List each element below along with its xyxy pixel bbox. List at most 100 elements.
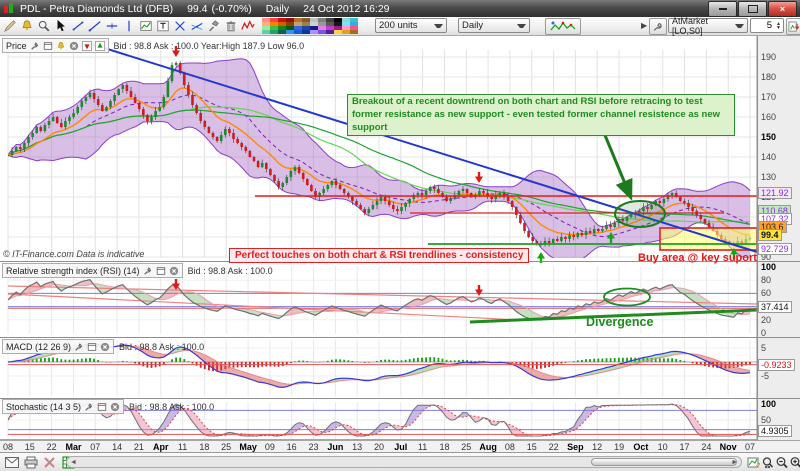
palette-color-swatch[interactable] [310,26,318,30]
horizontal-line-tool-icon[interactable] [104,18,120,34]
order-type-select[interactable]: AtMarket [LO,S0] [668,16,748,36]
palette-color-swatch[interactable] [270,26,278,30]
close-button[interactable]: × [768,1,797,17]
palette-color-swatch[interactable] [318,26,326,30]
spin-up-icon[interactable]: ▲ [776,20,781,27]
palette-color-swatch[interactable] [350,18,358,22]
minimize-button[interactable] [708,1,737,17]
wrench-icon[interactable] [84,402,94,412]
place-order-button[interactable] [786,18,800,35]
close-panel-icon[interactable] [110,402,120,412]
palette-color-swatch[interactable] [326,22,334,26]
palette-color-swatch[interactable] [294,18,302,22]
maximize-button[interactable] [738,1,767,17]
palette-color-swatch[interactable] [286,22,294,26]
palette-color-swatch[interactable] [342,26,350,30]
palette-color-swatch[interactable] [318,30,326,34]
palette-color-swatch[interactable] [278,30,286,34]
close-panel-icon[interactable] [69,41,79,51]
palette-color-swatch[interactable] [350,22,358,26]
palette-color-swatch[interactable] [334,22,342,26]
zoom-out-icon[interactable] [774,455,789,470]
email-icon[interactable] [4,455,19,470]
palette-color-swatch[interactable] [262,18,270,22]
pattern-detector-button[interactable] [545,18,581,35]
window-icon[interactable] [43,41,53,51]
palette-color-swatch[interactable] [326,18,334,22]
palette-color-swatch[interactable] [302,30,310,34]
palette-color-swatch[interactable] [342,30,350,34]
trash-icon[interactable] [223,18,239,34]
ray-tool-icon[interactable] [87,18,103,34]
palette-color-swatch[interactable] [270,18,278,22]
zoom-in-icon[interactable] [788,455,800,470]
palette-color-swatch[interactable] [302,26,310,30]
palette-color-swatch[interactable] [278,22,286,26]
draw-pencil-icon[interactable] [2,18,18,34]
palette-color-swatch[interactable] [278,18,286,22]
palette-color-swatch[interactable] [270,22,278,26]
order-settings-button[interactable] [649,18,667,35]
window-icon[interactable] [156,266,166,276]
sell-arrow-icon[interactable] [81,40,92,51]
scroll-left-icon[interactable]: ◄ [70,459,77,466]
palette-color-swatch[interactable] [350,26,358,30]
chart-edit-icon[interactable] [746,455,761,470]
wrench-icon[interactable] [30,41,40,51]
palette-color-swatch[interactable] [334,26,342,30]
zoom-tool-icon[interactable] [36,18,52,34]
palette-color-swatch[interactable] [286,18,294,22]
expander-arrow-icon[interactable]: ▶ [641,21,648,30]
close-panel-icon[interactable] [100,342,110,352]
palette-color-swatch[interactable] [318,18,326,22]
vertical-line-tool-icon[interactable] [121,18,137,34]
timeframe-select[interactable]: Daily [458,18,530,33]
chart-window-tool-icon[interactable] [138,18,154,34]
palette-color-swatch[interactable] [262,30,270,34]
tools-hammer-icon[interactable] [206,18,222,34]
palette-color-swatch[interactable] [294,30,302,34]
buy-arrow-icon[interactable] [94,40,105,51]
horizontal-scrollbar[interactable]: ◄ ► [66,456,742,468]
palette-color-swatch[interactable] [294,26,302,30]
palette-color-swatch[interactable] [310,22,318,26]
pointer-icon[interactable] [53,18,69,34]
palette-color-swatch[interactable] [334,18,342,22]
zoom-range-icon[interactable] [760,455,775,470]
segment-tool-icon[interactable] [70,18,86,34]
wrench-icon[interactable] [74,342,84,352]
window-icon[interactable] [97,402,107,412]
palette-color-swatch[interactable] [318,22,326,26]
palette-color-swatch[interactable] [326,30,334,34]
spin-down-icon[interactable]: ▼ [776,24,781,31]
quantity-stepper[interactable]: 5 ▲ ▼ [750,18,784,33]
palette-color-swatch[interactable] [326,26,334,30]
cross-lines-tool-icon[interactable] [172,18,188,34]
palette-color-swatch[interactable] [286,30,294,34]
palette-color-swatch[interactable] [302,22,310,26]
unlink-icon[interactable] [42,455,57,470]
alert-bell-icon[interactable] [19,18,35,34]
bell-icon[interactable] [56,41,66,51]
fork-lines-tool-icon[interactable] [189,18,205,34]
palette-color-swatch[interactable] [294,22,302,26]
palette-color-swatch[interactable] [286,26,294,30]
units-select[interactable]: 200 units [375,18,447,33]
palette-color-swatch[interactable] [270,30,278,34]
palette-color-swatch[interactable] [262,26,270,30]
palette-color-swatch[interactable] [342,22,350,26]
scroll-right-icon[interactable]: ► [731,459,738,466]
palette-color-swatch[interactable] [310,30,318,34]
window-icon[interactable] [87,342,97,352]
print-icon[interactable] [23,455,38,470]
palette-color-swatch[interactable] [334,30,342,34]
text-tool-icon[interactable] [155,18,171,34]
palette-color-swatch[interactable] [278,26,286,30]
scrollbar-thumb[interactable] [591,458,737,466]
palette-color-swatch[interactable] [302,18,310,22]
wrench-icon[interactable] [143,266,153,276]
close-panel-icon[interactable] [169,266,179,276]
palette-color-swatch[interactable] [262,22,270,26]
palette-color-swatch[interactable] [342,18,350,22]
palette-color-swatch[interactable] [350,30,358,34]
